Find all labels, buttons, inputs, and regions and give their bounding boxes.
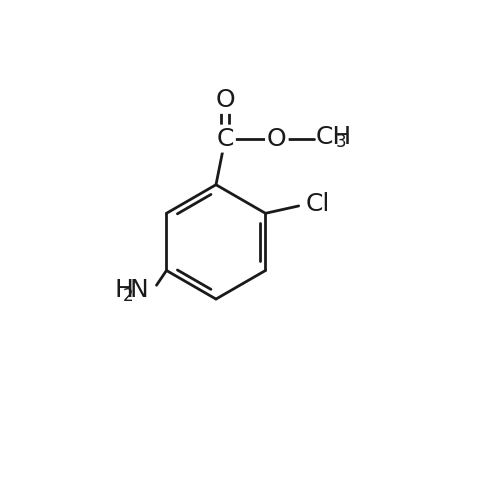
Text: 3: 3 — [335, 133, 346, 151]
Text: N: N — [130, 278, 148, 302]
Text: O: O — [216, 88, 235, 112]
Text: CH: CH — [316, 125, 352, 149]
Text: C: C — [217, 126, 234, 150]
Text: O: O — [267, 126, 286, 150]
Text: Cl: Cl — [306, 192, 331, 216]
Text: 2: 2 — [123, 286, 134, 305]
Text: H: H — [115, 278, 134, 302]
